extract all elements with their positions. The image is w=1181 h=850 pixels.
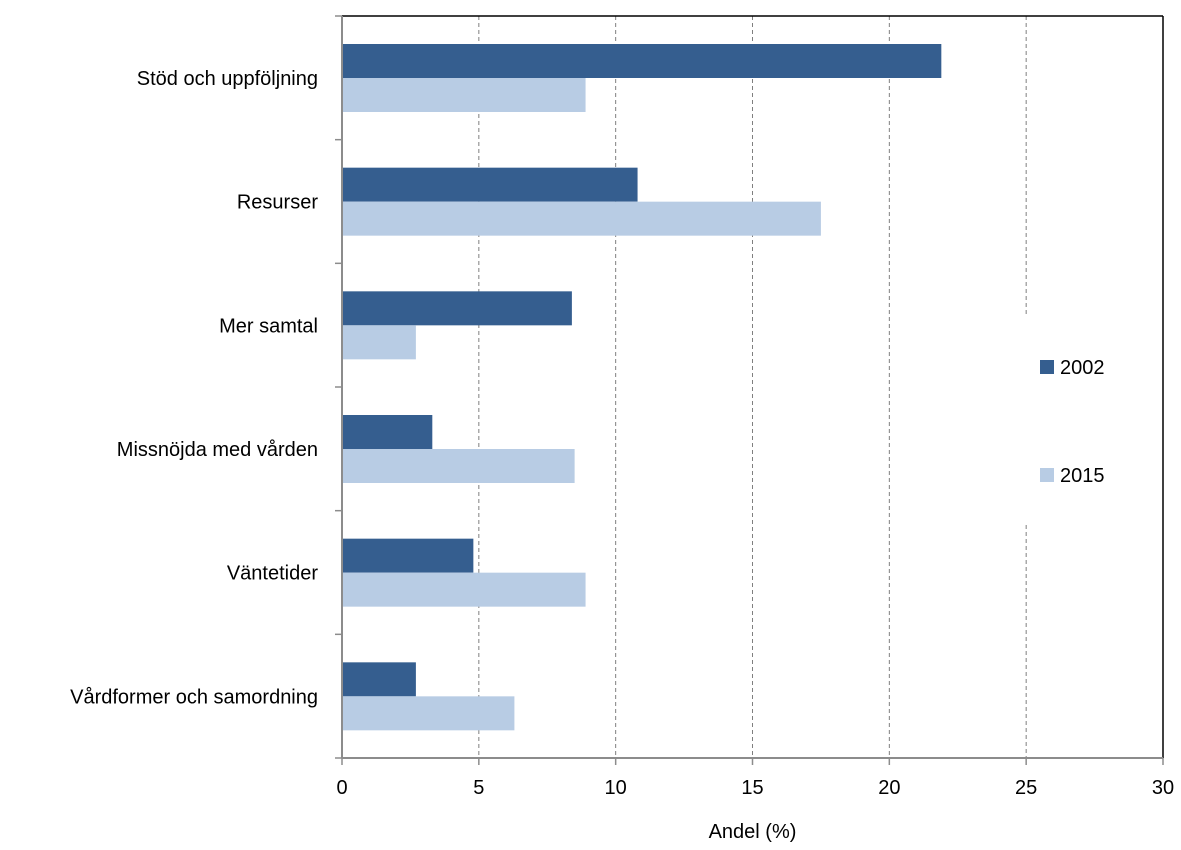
bar-2002 <box>342 415 433 449</box>
labels: 0 5 10 15 20 25 30 Stöd och uppföljning Resurser… <box>70 68 1174 799</box>
x-tick-label: 20 <box>878 777 900 799</box>
x-tick-label: 5 <box>473 777 484 799</box>
legend: 2002 2015 <box>1040 357 1105 487</box>
legend-label-2015: 2015 <box>1060 465 1105 487</box>
bar-2015 <box>342 325 416 360</box>
axes <box>335 15 1164 765</box>
bar-2002 <box>342 291 572 326</box>
bar-2015 <box>342 449 575 483</box>
x-tick-label: 15 <box>741 777 763 799</box>
x-axis-title: Andel (%) <box>709 821 797 843</box>
category-label: Missnöjda med vården <box>117 439 318 461</box>
legend-label-2002: 2002 <box>1060 357 1105 379</box>
category-label: Stöd och uppföljning <box>137 68 318 90</box>
gridlines <box>478 16 1027 758</box>
legend-swatch-2015 <box>1040 468 1054 482</box>
category-label: Resurser <box>237 192 318 214</box>
legend-swatch-2002 <box>1040 360 1054 374</box>
bar-2015 <box>342 696 515 731</box>
bar-2015 <box>342 572 586 607</box>
x-tick-label: 10 <box>605 777 627 799</box>
x-tick-label: 25 <box>1015 777 1037 799</box>
bar-2015 <box>342 201 821 236</box>
bar-2002 <box>342 167 638 202</box>
bar-2002 <box>342 44 942 78</box>
bar-2002 <box>342 662 416 697</box>
bar-2015 <box>342 78 586 112</box>
bar-2002 <box>342 538 474 573</box>
x-tick-label: 0 <box>336 777 347 799</box>
bars <box>342 44 942 731</box>
category-label: Vårdformer och samordning <box>70 686 318 708</box>
category-label: Mer samtal <box>219 315 318 337</box>
category-label: Väntetider <box>227 563 319 585</box>
x-tick-label: 30 <box>1152 777 1174 799</box>
